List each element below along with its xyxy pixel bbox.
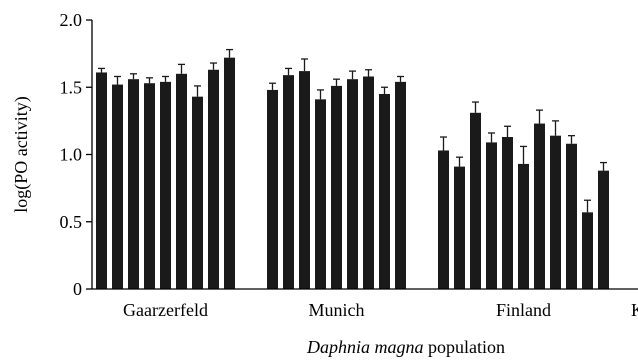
x-group-label-kniphagen: Kniphagen	[631, 300, 638, 320]
y-tick-label: 0	[73, 279, 82, 299]
bar-munich-1	[267, 89, 278, 289]
y-tick-label: 1.5	[60, 77, 83, 97]
bar-finland-1	[438, 150, 449, 289]
bar-gaarzerfeld-9	[224, 57, 235, 289]
error-bars-layer	[98, 48, 607, 213]
bar-gaarzerfeld-6	[176, 73, 187, 289]
bar-gaarzerfeld-7	[192, 96, 203, 289]
bar-munich-6	[347, 79, 358, 290]
bar-munich-8	[379, 93, 390, 289]
y-ticks-layer: 0 0.5 1.0 1.5 2.0	[60, 10, 92, 299]
y-tick-label: 2.0	[60, 10, 83, 30]
bar-munich-4	[315, 99, 326, 289]
bar-finland-6	[518, 163, 529, 289]
bar-munich-7	[363, 76, 374, 290]
bar-gaarzerfeld-1	[96, 72, 107, 289]
bar-finland-8	[550, 135, 561, 289]
bar-munich-2	[283, 75, 294, 290]
bar-finland-2	[454, 166, 465, 289]
bar-gaarzerfeld-2	[112, 84, 123, 289]
y-tick-label: 0.5	[60, 212, 83, 232]
bar-finland-11	[598, 170, 609, 289]
bar-finland-5	[502, 137, 513, 289]
bar-munich-3	[299, 71, 310, 289]
bar-finland-4	[486, 142, 497, 289]
bar-gaarzerfeld-8	[208, 69, 219, 289]
y-axis-title: log(PO activity)	[11, 96, 32, 212]
bar-gaarzerfeld-5	[160, 81, 171, 290]
bars-layer	[96, 57, 609, 290]
x-axis-title-rest: population	[424, 337, 506, 357]
bar-gaarzerfeld-4	[144, 83, 155, 289]
x-axis-title-italic: Daphnia magna	[306, 337, 424, 357]
x-axis-title: Daphnia magna population	[306, 337, 505, 357]
x-group-label-munich: Munich	[309, 300, 365, 320]
bar-finland-9	[566, 143, 577, 289]
bar-finland-10	[582, 212, 593, 289]
bar-munich-5	[331, 85, 342, 289]
x-group-label-gaarzerfeld: Gaarzerfeld	[123, 300, 208, 320]
bar-finland-3	[470, 112, 481, 290]
x-group-label-finland: Finland	[496, 300, 551, 320]
bar-finland-7	[534, 123, 545, 289]
x-group-labels-layer: Gaarzerfeld Munich Finland Kniphagen	[123, 300, 638, 320]
y-tick-label: 1.0	[60, 145, 83, 165]
bar-munich-9	[395, 81, 406, 290]
bar-gaarzerfeld-3	[128, 79, 139, 290]
